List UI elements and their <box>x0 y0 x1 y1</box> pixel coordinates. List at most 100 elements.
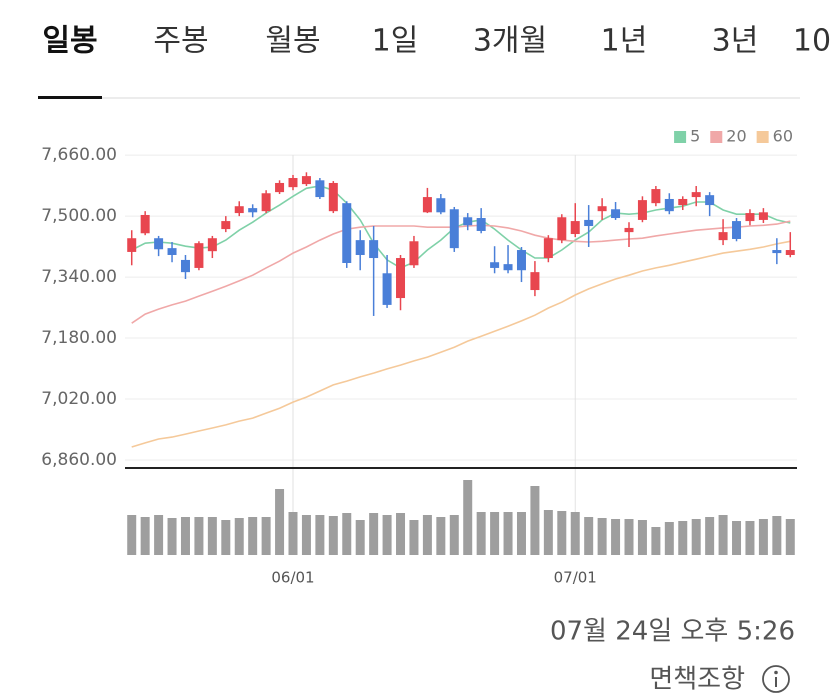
candle-body <box>557 217 567 241</box>
candle-body <box>221 221 231 230</box>
y-tick-label: 7,180.00 <box>41 328 117 348</box>
volume-bar <box>745 521 755 555</box>
candle-body <box>409 241 419 266</box>
volume-bar <box>624 519 634 555</box>
candle-body <box>490 262 500 268</box>
candle-body <box>449 209 459 249</box>
candle-body <box>624 227 634 233</box>
volume-bar <box>328 516 338 555</box>
candle-body <box>705 195 715 206</box>
volume-bar <box>557 511 567 555</box>
candle-body <box>678 198 688 206</box>
candle-body <box>530 272 540 291</box>
volume-bars <box>127 480 795 555</box>
volume-bar <box>315 515 325 555</box>
volume-bar <box>288 512 298 555</box>
volume-bar <box>637 520 647 555</box>
volume-bar <box>221 520 231 555</box>
ma-line <box>131 240 791 448</box>
volume-bar <box>207 517 217 555</box>
period-tab[interactable]: 10 <box>793 24 831 59</box>
ma-line <box>131 185 791 269</box>
timestamp: 07월 24일 오후 5:26 <box>550 617 795 647</box>
candle-body <box>463 217 473 226</box>
y-tick-label: 6,860.00 <box>41 450 117 470</box>
volume-bar <box>476 512 486 555</box>
candle-body <box>422 197 432 213</box>
volume-bar <box>436 517 446 555</box>
volume-bar <box>369 513 379 555</box>
volume-bar <box>449 515 459 555</box>
volume-bar <box>785 519 795 555</box>
volume-bar <box>651 527 661 555</box>
volume-bar <box>194 517 204 555</box>
volume-bar <box>611 519 621 555</box>
candle-body <box>476 218 486 231</box>
candle-body <box>718 232 728 241</box>
volume-bar <box>772 516 782 555</box>
candle-body <box>758 212 768 220</box>
tab-underline <box>38 96 102 99</box>
candle-body <box>261 193 271 212</box>
candle-body <box>664 198 674 212</box>
legend-label: 60 <box>773 127 793 146</box>
period-tab[interactable]: 1년 <box>601 24 648 59</box>
candle-body <box>127 238 137 252</box>
candle-body <box>180 259 190 273</box>
volume-bar <box>154 515 164 555</box>
volume-bar <box>301 515 311 555</box>
volume-bar <box>382 515 392 555</box>
legend-label: 5 <box>690 127 700 146</box>
period-tab[interactable]: 3년 <box>712 24 759 59</box>
candle-body <box>154 238 164 250</box>
y-tick-label: 7,340.00 <box>41 267 117 287</box>
period-tab[interactable]: 3개월 <box>473 24 547 59</box>
candle-body <box>396 258 406 299</box>
candle-body <box>772 250 782 254</box>
volume-bar <box>396 513 406 555</box>
volume-bar <box>718 515 728 555</box>
volume-bar <box>543 510 553 555</box>
volume-bar <box>180 517 190 555</box>
ma-lines <box>131 185 791 448</box>
volume-bar <box>705 517 715 555</box>
candle-body <box>503 264 513 271</box>
volume-bar <box>691 519 701 555</box>
volume-bar <box>570 512 580 555</box>
candle-body <box>543 238 553 259</box>
y-tick-label: 7,500.00 <box>41 206 117 226</box>
volume-bar <box>234 518 244 555</box>
volume-bar <box>355 520 365 555</box>
volume-bar <box>409 520 419 555</box>
candle-body <box>167 248 177 255</box>
volume-bar <box>530 486 540 555</box>
info-icon[interactable] <box>762 665 790 693</box>
candle-body <box>315 180 325 198</box>
disclaimer-link[interactable]: 면책조항 <box>649 665 745 695</box>
volume-bar <box>422 515 432 555</box>
legend-swatch <box>674 131 687 143</box>
volume-bar <box>140 517 150 555</box>
period-tab[interactable]: 일봉 <box>42 24 97 59</box>
volume-bar <box>664 522 674 555</box>
volume-bar <box>167 518 177 555</box>
period-tab[interactable]: 주봉 <box>153 24 208 59</box>
candle-body <box>234 206 244 214</box>
candle-body <box>785 250 795 255</box>
volume-bar <box>463 480 473 555</box>
volume-bar <box>248 517 258 555</box>
volume-bar <box>597 518 607 555</box>
period-tab[interactable]: 월봉 <box>265 24 320 59</box>
volume-bar <box>490 512 500 555</box>
legend-label: 20 <box>726 127 746 146</box>
candle-body <box>207 238 217 252</box>
candle-body <box>194 243 204 268</box>
volume-bar <box>342 513 352 555</box>
candle-body <box>745 213 755 222</box>
candle-body <box>651 189 661 204</box>
volume-bar <box>275 489 285 555</box>
period-tab[interactable]: 1일 <box>372 24 419 59</box>
candle-body <box>355 240 365 255</box>
y-tick-label: 7,660.00 <box>41 145 117 165</box>
